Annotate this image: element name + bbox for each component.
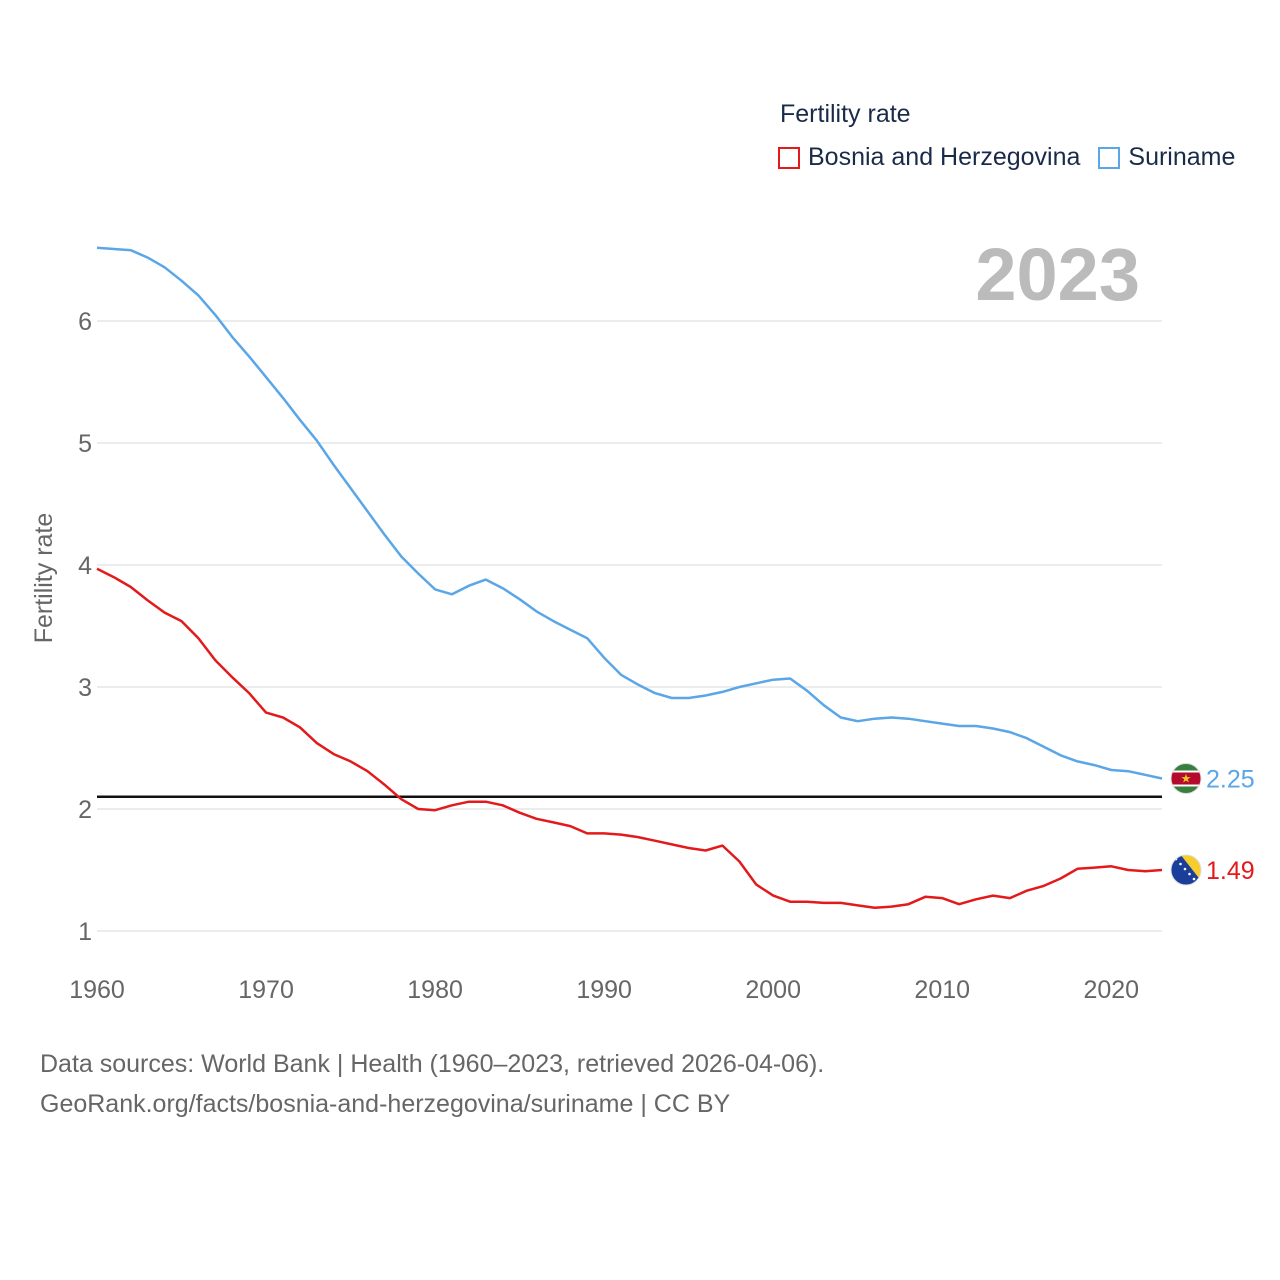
legend-item-suriname[interactable]: Suriname [1098, 143, 1235, 172]
legend-label-bosnia: Bosnia and Herzegovina [808, 143, 1081, 171]
legend: Bosnia and Herzegovina Suriname [778, 143, 1253, 172]
svg-text:★: ★ [1181, 772, 1192, 786]
x-tick-label: 1980 [407, 976, 463, 1004]
end-value-bosnia-and-herzegovina: 1.49 [1206, 857, 1255, 885]
legend-item-bosnia[interactable]: Bosnia and Herzegovina [778, 143, 1080, 172]
y-tick-label: 1 [78, 918, 92, 946]
legend-title: Fertility rate [780, 100, 911, 128]
source-line-link[interactable]: GeoRank.org/facts/bosnia-and-herzegovina… [40, 1090, 731, 1118]
flag-marker-bosnia-and-herzegovina [1170, 854, 1202, 886]
series-line-suriname [96, 246, 1163, 780]
flag-marker-suriname: ★ [1170, 763, 1202, 794]
y-tick-label: 6 [78, 308, 92, 336]
x-tick-label: 2020 [1083, 976, 1139, 1004]
source-note: Data sources: World Bank | Health (1960–… [40, 1044, 824, 1124]
y-axis-ticks: 1 2 3 4 5 6 [78, 308, 92, 946]
y-tick-label: 5 [78, 430, 92, 458]
legend-swatch-suriname [1098, 146, 1121, 169]
x-tick-label: 1990 [576, 976, 632, 1004]
legend-label-suriname: Suriname [1128, 143, 1236, 171]
series-lines [96, 246, 1163, 910]
source-line-data: Data sources: World Bank | Health (1960–… [40, 1050, 825, 1078]
x-tick-label: 2000 [745, 976, 801, 1004]
series-line-bosnia-and-herzegovina [96, 567, 1163, 910]
x-tick-label: 1970 [238, 976, 294, 1004]
y-tick-label: 3 [78, 674, 92, 702]
x-axis-ticks: 1960 1970 1980 1990 2000 2010 2020 [69, 976, 1139, 1004]
y-tick-label: 4 [78, 552, 92, 580]
year-label: 2023 [975, 233, 1140, 316]
end-value-suriname: 2.25 [1206, 766, 1255, 794]
x-tick-label: 2010 [914, 976, 970, 1004]
y-axis-label: Fertility rate [30, 513, 58, 644]
y-tick-label: 2 [78, 796, 92, 824]
series-end-markers: 1.49 ★ 2.25 [1170, 763, 1255, 886]
grid-lines [97, 320, 1162, 932]
legend-swatch-bosnia [778, 146, 800, 169]
x-tick-label: 1960 [69, 976, 125, 1004]
